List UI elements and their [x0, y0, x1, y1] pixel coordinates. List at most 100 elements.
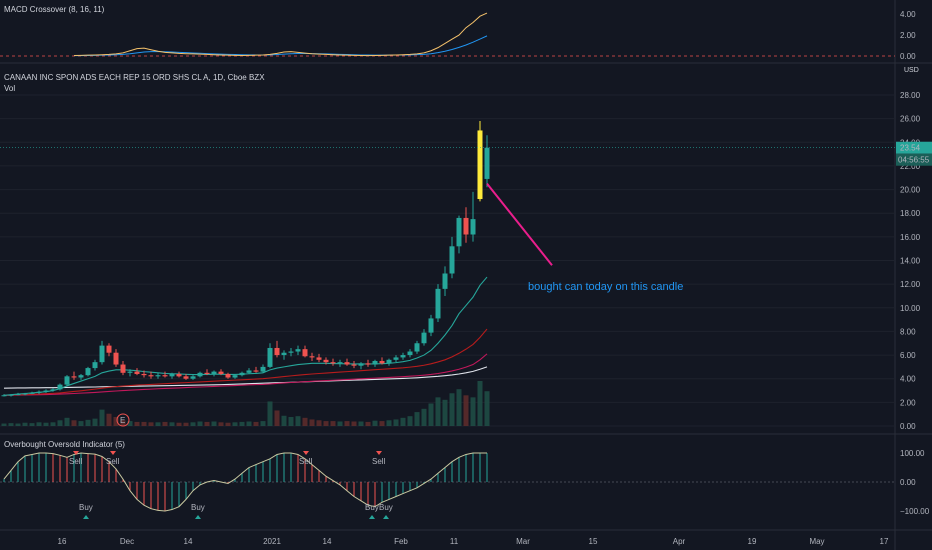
price-tick-label: 0.00: [900, 422, 916, 431]
sell-arrow-icon: [376, 451, 382, 455]
buy-arrow-icon: [195, 515, 201, 519]
candle-body: [134, 371, 140, 374]
main-price-panel[interactable]: 28.0026.0024.0022.0020.0018.0016.0014.00…: [0, 91, 932, 431]
volume-bar: [43, 422, 49, 426]
volume-bar: [134, 421, 140, 426]
earnings-marker-label: E: [120, 416, 125, 425]
volume-bar: [176, 422, 182, 426]
candle-body: [225, 373, 231, 378]
volume-bar: [344, 421, 350, 426]
sell-arrow-icon: [303, 451, 309, 455]
candle-body: [288, 351, 294, 353]
ma-mid-line: [3, 328, 488, 396]
price-tick-label: 8.00: [900, 327, 916, 336]
volume-bar: [148, 422, 154, 426]
volume-bar: [456, 389, 462, 426]
oscillator-tick-label: 0.00: [900, 478, 916, 487]
candle-body: [148, 375, 154, 377]
candle-body: [309, 356, 315, 358]
volume-bar: [484, 391, 490, 426]
buy-signal-label: Buy: [365, 503, 379, 512]
candle-body: [197, 372, 203, 377]
candle-body: [393, 357, 399, 360]
candle-body: [379, 360, 385, 364]
price-tick-label: 10.00: [900, 304, 921, 313]
volume-bar: [323, 421, 329, 426]
candle-body: [400, 355, 406, 358]
candle-body: [92, 362, 98, 369]
candle-body: [449, 246, 455, 274]
volume-bar: [190, 422, 196, 426]
volume-bar: [218, 422, 224, 426]
candle-body: [267, 347, 273, 367]
volume-bar: [379, 421, 385, 426]
oscillator-tick-label: 100.00: [900, 449, 925, 458]
time-tick-label: 2021: [263, 537, 281, 546]
volume-bar: [141, 421, 147, 426]
candle-body: [386, 359, 392, 364]
buy-signal-label: Buy: [191, 503, 205, 512]
volume-bar: [22, 422, 28, 426]
candle-body: [127, 371, 133, 373]
time-tick-label: Mar: [516, 537, 530, 546]
volume-label: Vol: [4, 84, 16, 93]
price-tick-label: 14.00: [900, 257, 921, 266]
volume-bar: [64, 417, 70, 426]
volume-bar: [463, 395, 469, 426]
candle-body: [344, 362, 350, 365]
candle-body: [162, 375, 168, 377]
volume-bar: [316, 420, 322, 426]
candle-body: [274, 347, 280, 356]
time-tick-label: Dec: [120, 537, 134, 546]
oscillator-tick-label: −100.00: [900, 507, 930, 516]
volume-bar: [428, 403, 434, 426]
candle-body: [302, 349, 308, 357]
candle-body: [470, 219, 476, 235]
candle-body: [253, 370, 259, 372]
candle-body: [323, 359, 329, 363]
candle-body: [477, 130, 483, 200]
price-tick-label: 2.00: [900, 398, 916, 407]
volume-bar: [295, 416, 301, 426]
candle-body: [120, 364, 126, 373]
candle-body: [484, 147, 490, 179]
volume-bar: [246, 421, 252, 426]
volume-bar: [253, 421, 259, 426]
time-tick-label: 17: [880, 537, 889, 546]
macd-panel[interactable]: 4.00 2.00 0.00: [0, 10, 916, 61]
candle-body: [232, 375, 238, 378]
candle-body: [190, 376, 196, 379]
volume-bar: [386, 420, 392, 426]
annotation-arrow: [486, 183, 553, 266]
volume-bar: [57, 420, 63, 426]
sell-arrow-icon: [110, 451, 116, 455]
volume-bar: [281, 415, 287, 426]
volume-bar: [127, 421, 133, 426]
volume-bar: [288, 417, 294, 426]
candle-body: [1, 395, 7, 397]
time-axis[interactable]: 16 Dec 14 2021 14 Feb 11 Mar 15 Apr 19 May 17: [58, 537, 889, 546]
price-tick-label: 16.00: [900, 233, 921, 242]
volume-bar: [442, 399, 448, 426]
candle-body: [183, 376, 189, 379]
candle-body: [463, 217, 469, 235]
volume-bar: [274, 410, 280, 426]
candle-body: [85, 368, 91, 376]
price-tick-label: 6.00: [900, 351, 916, 360]
volume-bar: [92, 418, 98, 426]
volume-bar: [309, 419, 315, 426]
time-tick-label: May: [809, 537, 824, 546]
candle-body: [155, 375, 161, 377]
price-tick-label: 28.00: [900, 91, 921, 100]
oscillator-line: [3, 452, 487, 512]
volume-bar: [421, 408, 427, 426]
candle-body: [22, 393, 28, 395]
candle-body: [78, 375, 84, 378]
candle-body: [64, 376, 70, 385]
volume-bar: [435, 397, 441, 426]
candle-body: [99, 345, 105, 363]
volume-bar: [29, 423, 35, 426]
candle-body: [260, 366, 266, 372]
